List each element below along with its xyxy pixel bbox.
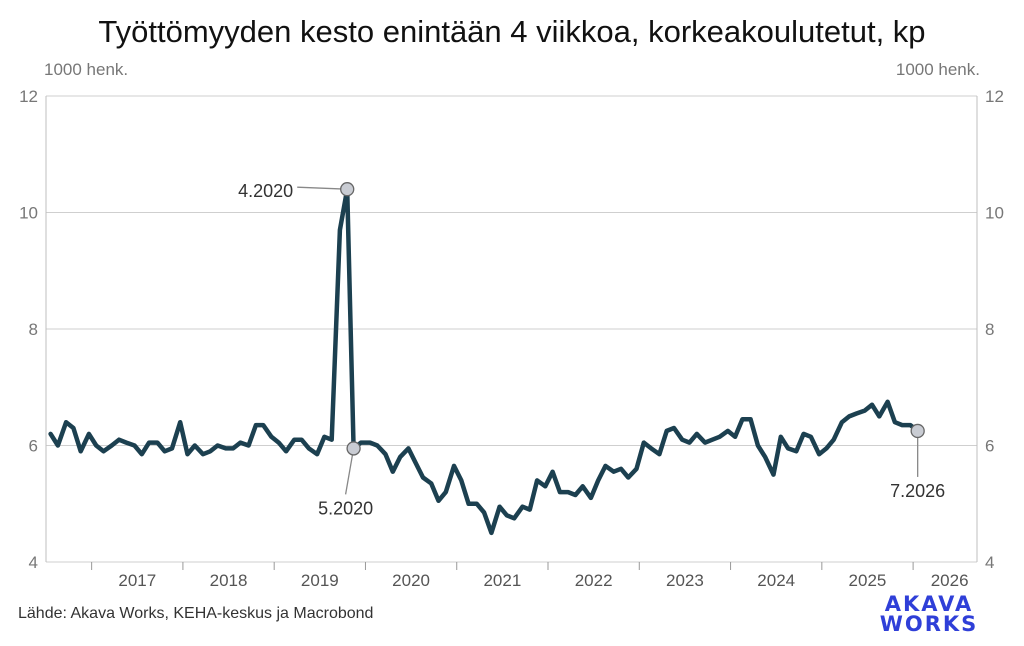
chart-title: Työttömyyden kesto enintään 4 viikkoa, k…: [98, 14, 926, 49]
annotation-leader: [344, 448, 355, 495]
akava-works-logo: AKAVA WORKS: [874, 592, 984, 636]
series-line-0: [48, 186, 920, 536]
logo-line-1: AKAVA: [884, 592, 974, 616]
source-note: Lähde: Akava Works, KEHA-keskus ja Macro…: [18, 605, 374, 622]
x-tick-label: 2022: [575, 571, 613, 590]
logo-line-2: WORKS: [879, 612, 979, 636]
y-tick-label-left: 8: [29, 320, 38, 339]
y-tick-label-right: 8: [985, 320, 994, 339]
x-tick-label: 2023: [666, 571, 704, 590]
x-tick-label: 2021: [483, 571, 521, 590]
annotations-layer: 4.2020 5.2020 7.2026: [238, 181, 945, 518]
annotation-marker: [346, 441, 361, 456]
y-tick-label-left: 12: [19, 87, 38, 106]
annotation-marker: [340, 182, 355, 197]
x-tick-label: 2026: [931, 571, 969, 590]
y-tick-label-right: 6: [985, 437, 994, 456]
y-tick-label-left: 10: [19, 204, 38, 223]
annotation-leader: [297, 186, 348, 190]
left-axis-unit: 1000 henk.: [44, 60, 129, 79]
y-tick-label-right: 12: [985, 87, 1004, 106]
annotation-marker: [910, 423, 925, 439]
x-tick-label: 2019: [301, 571, 339, 590]
grid-lines: [46, 95, 977, 563]
series-layer: [48, 186, 920, 536]
annotation-label: 5.2020: [318, 498, 373, 518]
annotation-label: 4.2020: [238, 181, 293, 201]
x-tick-label: 2024: [757, 571, 795, 590]
right-axis-unit: 1000 henk.: [895, 60, 980, 79]
y-tick-label-right: 4: [985, 553, 994, 572]
x-tick-label: 2025: [849, 571, 887, 590]
y-tick-label-right: 10: [985, 204, 1004, 223]
axes: 4 4 6 6 8 8 10 10 12 12 2017 2018 2019 2020 2021 2022 20…: [19, 87, 1004, 590]
x-tick-label: 2020: [392, 571, 430, 590]
y-tick-label-left: 6: [29, 437, 38, 456]
annotation-label: 7.2026: [890, 481, 945, 501]
y-tick-label-left: 4: [29, 553, 38, 572]
x-tick-label: 2017: [118, 571, 156, 590]
x-tick-label: 2018: [210, 571, 248, 590]
